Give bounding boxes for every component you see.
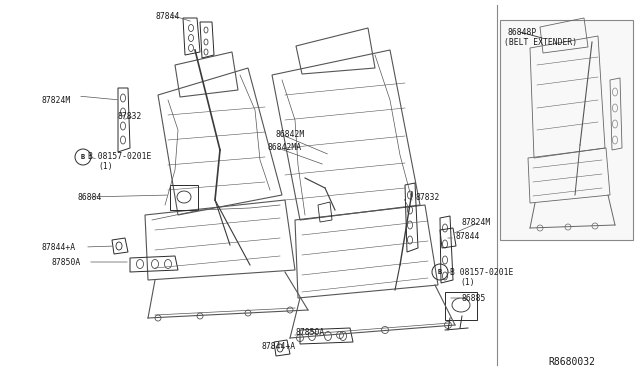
Text: B: B — [81, 154, 85, 160]
Text: (1): (1) — [98, 162, 113, 171]
Text: B: B — [438, 269, 442, 275]
Text: 87844+A: 87844+A — [42, 243, 76, 252]
Text: 87832: 87832 — [118, 112, 142, 121]
Text: 87844: 87844 — [156, 12, 180, 21]
Bar — [500, 20, 633, 240]
Text: 87824M: 87824M — [462, 218, 492, 227]
Text: B 08157-0201E: B 08157-0201E — [450, 268, 513, 277]
Text: 87844+A: 87844+A — [262, 342, 296, 351]
Text: (1): (1) — [460, 278, 475, 287]
Text: R8680032: R8680032 — [548, 357, 595, 367]
Text: 87832: 87832 — [415, 193, 440, 202]
Text: 87844: 87844 — [455, 232, 479, 241]
Text: 86842MA: 86842MA — [268, 143, 302, 152]
Bar — [445, 292, 477, 320]
Text: 87850A: 87850A — [295, 328, 324, 337]
Text: 86848P: 86848P — [508, 28, 537, 37]
Text: (BELT EXTENDER): (BELT EXTENDER) — [504, 38, 577, 47]
Text: 87850A: 87850A — [51, 258, 80, 267]
Text: B 08157-0201E: B 08157-0201E — [88, 152, 152, 161]
Bar — [170, 185, 198, 210]
Text: 86885: 86885 — [462, 294, 486, 303]
Text: 86884: 86884 — [78, 193, 102, 202]
Text: 87824M: 87824M — [42, 96, 71, 105]
Text: 86842M: 86842M — [275, 130, 304, 139]
